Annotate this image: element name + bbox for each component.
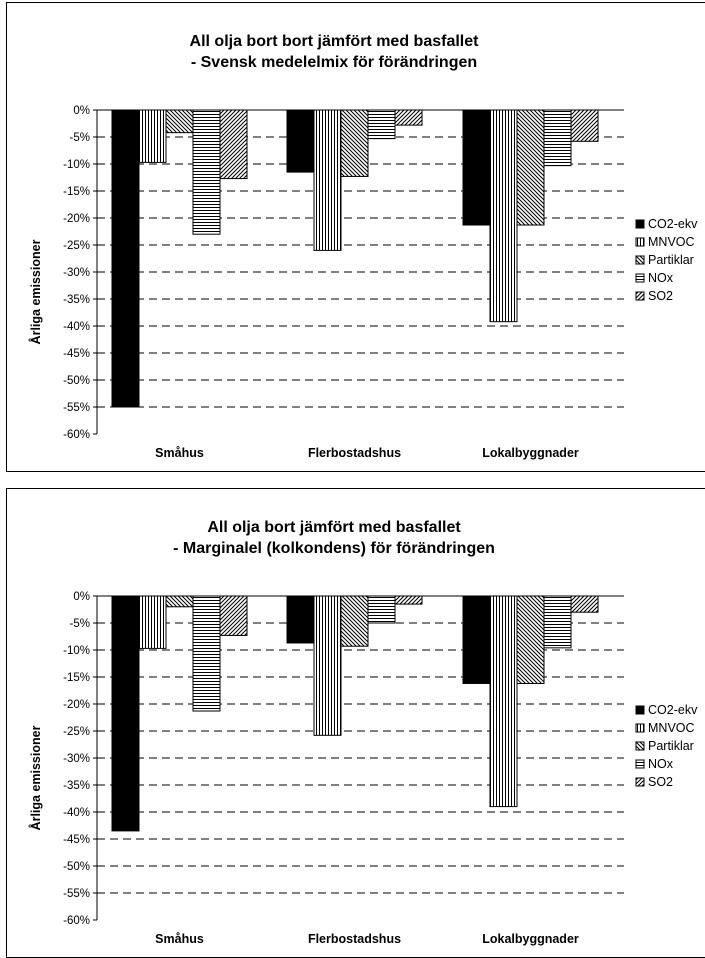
chart-svg: All olja bort bort jämfört med basfallet…	[28, 33, 698, 460]
bar-nox-2	[543, 595, 572, 649]
y-tick-label: -20%	[63, 213, 90, 225]
legend-label: MNVOC	[648, 721, 695, 735]
bar-nox-1	[367, 109, 396, 140]
bar-co2-ekv-2	[462, 595, 491, 684]
bar-partiklar-0	[165, 109, 194, 134]
legend-label: NOx	[648, 271, 674, 285]
chart-title-line: All olja bort bort jämfört med basfallet	[190, 33, 480, 50]
bar-mnvoc-1	[313, 109, 342, 251]
y-tick-label: -35%	[63, 780, 90, 792]
bar-mnvoc-0	[138, 109, 167, 163]
legend-swatch	[635, 237, 645, 247]
bar-partiklar-2	[516, 595, 545, 684]
category-label: Lokalbyggnader	[482, 446, 579, 460]
y-tick-label: -40%	[63, 807, 90, 819]
bar-so2-0	[219, 109, 248, 180]
y-tick-label: -50%	[63, 375, 90, 387]
y-axis-label: Årliga emissioner	[28, 239, 43, 344]
legend-label: CO2-ekv	[648, 217, 698, 231]
bar-so2-2	[570, 595, 599, 613]
legend-swatch	[635, 705, 645, 715]
y-tick-label: -10%	[63, 645, 90, 657]
legend-swatch	[635, 777, 645, 787]
legend-label: Partiklar	[648, 739, 694, 753]
y-tick-label: -30%	[63, 267, 90, 279]
bar-nox-1	[367, 595, 396, 624]
y-tick-label: -5%	[70, 132, 90, 144]
chart-title-line: - Svensk medelelmix för förändringen	[191, 54, 477, 71]
y-tick-label: -45%	[63, 834, 90, 846]
bar-mnvoc-1	[313, 595, 342, 736]
category-label: Flerbostadshus	[308, 932, 401, 946]
y-tick-label: -15%	[63, 186, 90, 198]
y-tick-label: -30%	[63, 753, 90, 765]
legend-label: SO2	[648, 775, 673, 789]
legend-swatch	[635, 723, 645, 733]
y-tick-label: -35%	[63, 294, 90, 306]
y-tick-label: -40%	[63, 321, 90, 333]
legend-swatch	[635, 759, 645, 769]
bar-nox-2	[543, 109, 572, 167]
bar-partiklar-2	[516, 109, 545, 226]
bar-nox-0	[192, 595, 221, 712]
y-tick-label: -25%	[63, 240, 90, 252]
legend-label: NOx	[648, 757, 674, 771]
bar-co2-ekv-0	[111, 595, 140, 832]
bar-co2-ekv-1	[286, 595, 315, 644]
y-axis-label: Årliga emissioner	[28, 725, 43, 830]
legend-swatch	[635, 219, 645, 229]
chart-bottom: All olja bort jämfört med basfallet - Mar…	[6, 488, 705, 958]
legend-label: CO2-ekv	[648, 703, 698, 717]
y-tick-label: -15%	[63, 672, 90, 684]
bar-nox-0	[192, 109, 221, 235]
bar-mnvoc-0	[138, 595, 167, 649]
y-tick-label: -60%	[63, 915, 90, 927]
bar-co2-ekv-2	[462, 109, 491, 226]
y-tick-label: -55%	[63, 888, 90, 900]
legend-label: SO2	[648, 289, 673, 303]
chart-title-line: All olja bort jämfört med basfallet	[207, 519, 461, 536]
y-tick-label: -5%	[70, 618, 90, 630]
category-label: Småhus	[155, 446, 204, 460]
chart-svg: All olja bort jämfört med basfallet - Mar…	[28, 519, 698, 946]
bar-so2-2	[570, 109, 599, 142]
bar-mnvoc-2	[489, 109, 518, 323]
legend-label: MNVOC	[648, 235, 695, 249]
bar-mnvoc-2	[489, 595, 518, 808]
legend-swatch	[635, 291, 645, 301]
y-tick-label: -20%	[63, 699, 90, 711]
bar-partiklar-1	[340, 109, 369, 177]
category-label: Lokalbyggnader	[482, 932, 579, 946]
chart-title-line: - Marginalel (kolkondens) för förändring…	[173, 540, 495, 557]
y-tick-label: -60%	[63, 429, 90, 441]
y-tick-label: -55%	[63, 402, 90, 414]
bar-co2-ekv-0	[111, 109, 140, 408]
bar-partiklar-1	[340, 595, 369, 647]
chart-top: All olja bort bort jämfört med basfallet…	[6, 2, 705, 472]
bar-so2-1	[394, 109, 423, 126]
legend-swatch	[635, 273, 645, 283]
category-label: Flerbostadshus	[308, 446, 401, 460]
y-tick-label: 0%	[73, 591, 90, 603]
y-tick-label: 0%	[73, 105, 90, 117]
y-tick-label: -45%	[63, 348, 90, 360]
y-tick-label: -50%	[63, 861, 90, 873]
y-tick-label: -10%	[63, 159, 90, 171]
category-label: Småhus	[155, 932, 204, 946]
legend-label: Partiklar	[648, 253, 694, 267]
bar-co2-ekv-1	[286, 109, 315, 173]
bar-so2-0	[219, 595, 248, 636]
legend-swatch	[635, 741, 645, 751]
bar-so2-1	[394, 595, 423, 605]
legend-swatch	[635, 255, 645, 265]
y-tick-label: -25%	[63, 726, 90, 738]
bar-partiklar-0	[165, 595, 194, 608]
